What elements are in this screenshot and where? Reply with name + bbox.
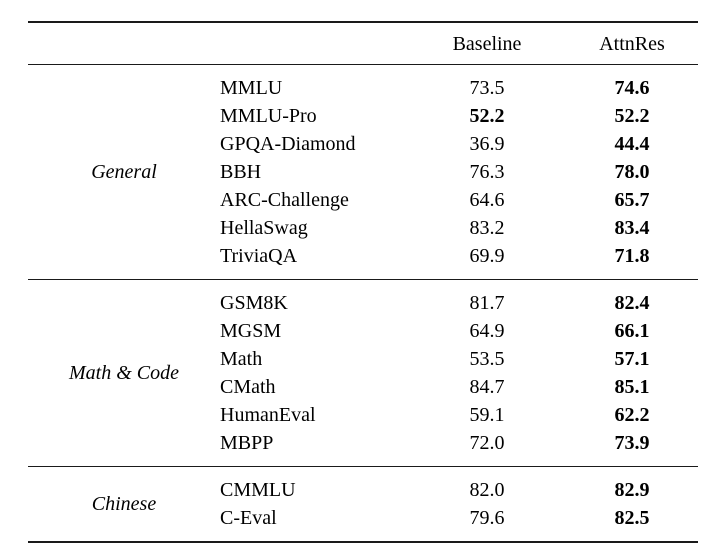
benchmark-name: CMath xyxy=(220,376,276,398)
header-row: Baseline AttnRes xyxy=(28,22,698,65)
baseline-value: 72.0 xyxy=(469,432,505,454)
attnres-value: 82.4 xyxy=(614,292,650,314)
attnres-value: 78.0 xyxy=(614,161,650,183)
baseline-value: 59.1 xyxy=(469,404,505,426)
table-row: HumanEval 59.1 62.2 xyxy=(28,401,698,429)
table-row: Chinese CMMLU 82.0 82.9 xyxy=(28,467,698,515)
benchmark-name: GPQA-Diamond xyxy=(220,133,356,155)
benchmark-name: Math xyxy=(220,348,263,370)
baseline-value: 36.9 xyxy=(469,133,505,155)
benchmark-name: GSM8K xyxy=(220,292,288,314)
table-row: ARC-Challenge 64.6 65.7 xyxy=(28,186,698,214)
baseline-value: 81.7 xyxy=(469,292,505,314)
attnres-value: 62.2 xyxy=(614,404,650,426)
attnres-value: 57.1 xyxy=(614,348,650,370)
baseline-value: 83.2 xyxy=(469,217,505,239)
table-header: Baseline AttnRes xyxy=(28,22,698,65)
table-row: Math 53.5 57.1 xyxy=(28,345,698,373)
baseline-value: 64.9 xyxy=(469,320,505,342)
attnres-value: 85.1 xyxy=(614,376,650,398)
table-row: HellaSwag 83.2 83.4 xyxy=(28,214,698,242)
benchmark-name: HellaSwag xyxy=(220,217,308,239)
table-row: GPQA-Diamond 36.9 44.4 xyxy=(28,130,698,158)
attnres-value: 71.8 xyxy=(614,245,650,267)
table-row: CMath 84.7 85.1 xyxy=(28,373,698,401)
table-row: General MMLU 73.5 74.6 xyxy=(28,65,698,183)
benchmark-name: ARC-Challenge xyxy=(220,189,349,211)
section-general: General MMLU 73.5 74.6 MMLU-Pro 52.2 52.… xyxy=(28,65,698,280)
baseline-value: 69.9 xyxy=(469,245,505,267)
attnres-value: 44.4 xyxy=(614,133,650,155)
baseline-value: 82.0 xyxy=(469,479,505,501)
benchmark-name: MBPP xyxy=(220,432,274,454)
benchmark-name: TriviaQA xyxy=(220,245,298,267)
baseline-value: 52.2 xyxy=(469,105,505,127)
category-label: Math & Code xyxy=(69,362,179,384)
results-table-container: Baseline AttnRes General MMLU 73.5 74.6 … xyxy=(28,21,698,543)
category-label: General xyxy=(91,161,157,183)
benchmark-results-table: Baseline AttnRes General MMLU 73.5 74.6 … xyxy=(28,21,698,543)
attnres-value: 65.7 xyxy=(614,189,650,211)
benchmark-column-header xyxy=(220,22,408,65)
attnres-value: 74.6 xyxy=(614,77,650,99)
benchmark-name: BBH xyxy=(220,161,262,183)
attnres-column-header: AttnRes xyxy=(599,32,665,55)
table-row: MBPP 72.0 73.9 xyxy=(28,429,698,467)
attnres-value: 83.4 xyxy=(614,217,650,239)
baseline-column-header: Baseline xyxy=(452,32,522,55)
baseline-value: 53.5 xyxy=(469,348,505,370)
category-label: Chinese xyxy=(91,493,157,515)
attnres-value: 82.5 xyxy=(614,507,650,529)
benchmark-name: CMMLU xyxy=(220,479,296,501)
baseline-value: 64.6 xyxy=(469,189,505,211)
benchmark-name: MGSM xyxy=(220,320,282,342)
benchmark-name: HumanEval xyxy=(220,404,316,426)
table-row: BBH 76.3 78.0 xyxy=(28,158,698,186)
attnres-value: 73.9 xyxy=(614,432,650,454)
table-row: MMLU-Pro 52.2 52.2 xyxy=(28,102,698,130)
benchmark-name: MMLU xyxy=(220,77,283,99)
attnres-value: 66.1 xyxy=(614,320,650,342)
category-column-header xyxy=(28,22,220,65)
table-row: MGSM 64.9 66.1 xyxy=(28,317,698,345)
baseline-value: 84.7 xyxy=(469,376,505,398)
table-row: C-Eval 79.6 82.5 xyxy=(28,504,698,542)
table-row: Math & Code GSM8K 81.7 82.4 xyxy=(28,280,698,384)
baseline-value: 73.5 xyxy=(469,77,505,99)
attnres-value: 52.2 xyxy=(614,105,650,127)
benchmark-name: MMLU-Pro xyxy=(220,105,317,127)
table-row: TriviaQA 69.9 71.8 xyxy=(28,242,698,280)
benchmark-name: C-Eval xyxy=(220,507,277,529)
baseline-value: 79.6 xyxy=(469,507,505,529)
section-chinese: Chinese CMMLU 82.0 82.9 C-Eval 79.6 82.5 xyxy=(28,467,698,543)
section-math-code: Math & Code GSM8K 81.7 82.4 MGSM 64.9 66… xyxy=(28,280,698,467)
baseline-value: 76.3 xyxy=(469,161,505,183)
attnres-value: 82.9 xyxy=(614,479,650,501)
